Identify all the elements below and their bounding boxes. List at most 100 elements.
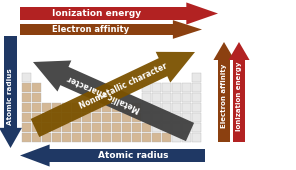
Text: Nonmetallic character: Nonmetallic character (78, 62, 168, 111)
Bar (152, 83, 161, 92)
Bar (92, 113, 101, 122)
Bar (52, 123, 61, 132)
Bar (72, 103, 81, 112)
Bar (122, 103, 131, 112)
Polygon shape (213, 42, 234, 142)
Polygon shape (0, 36, 22, 148)
Bar (172, 103, 181, 112)
Text: Electron affinity: Electron affinity (52, 25, 129, 34)
Bar (92, 133, 101, 142)
Bar (112, 123, 121, 132)
Bar (152, 93, 161, 102)
Bar (62, 103, 71, 112)
Bar (132, 103, 141, 112)
Bar (22, 73, 31, 82)
Bar (122, 133, 131, 142)
Bar (72, 123, 81, 132)
Polygon shape (20, 2, 218, 24)
Bar (82, 113, 91, 122)
Bar (22, 113, 31, 122)
Bar (142, 123, 151, 132)
Bar (192, 123, 201, 132)
Bar (22, 93, 31, 102)
Bar (162, 103, 171, 112)
Bar (62, 113, 71, 122)
Bar (152, 133, 161, 142)
Text: Metallic character: Metallic character (66, 73, 141, 114)
Bar (172, 113, 181, 122)
Bar (152, 123, 161, 132)
Bar (172, 83, 181, 92)
Bar (32, 103, 41, 112)
Bar (162, 123, 171, 132)
Bar (42, 113, 51, 122)
Text: Ionization energy: Ionization energy (236, 61, 242, 131)
Bar (182, 93, 191, 102)
Bar (132, 123, 141, 132)
Bar (42, 103, 51, 112)
Polygon shape (20, 20, 202, 39)
Bar (82, 123, 91, 132)
Bar (102, 113, 111, 122)
Bar (82, 133, 91, 142)
Bar (142, 103, 151, 112)
Bar (102, 103, 111, 112)
Bar (162, 133, 171, 142)
Bar (172, 93, 181, 102)
Bar (122, 113, 131, 122)
Bar (192, 103, 201, 112)
Bar (72, 133, 81, 142)
Bar (52, 113, 61, 122)
Bar (132, 113, 141, 122)
Bar (142, 83, 151, 92)
Polygon shape (20, 144, 205, 167)
Bar (32, 133, 41, 142)
Polygon shape (229, 42, 250, 142)
Bar (32, 93, 41, 102)
Bar (32, 83, 41, 92)
Bar (112, 133, 121, 142)
Bar (182, 83, 191, 92)
Bar (192, 133, 201, 142)
Bar (52, 133, 61, 142)
Bar (192, 83, 201, 92)
Bar (32, 123, 41, 132)
Bar (172, 133, 181, 142)
Bar (42, 133, 51, 142)
Bar (22, 133, 31, 142)
Bar (162, 83, 171, 92)
Bar (32, 113, 41, 122)
Bar (162, 93, 171, 102)
Text: Electron affinity: Electron affinity (221, 64, 227, 128)
Bar (182, 133, 191, 142)
Polygon shape (31, 52, 195, 137)
Bar (152, 113, 161, 122)
Bar (132, 133, 141, 142)
Bar (142, 133, 151, 142)
Bar (142, 93, 151, 102)
Bar (152, 103, 161, 112)
Bar (192, 93, 201, 102)
Bar (22, 103, 31, 112)
Text: Atomic radius: Atomic radius (98, 151, 169, 160)
Bar (92, 123, 101, 132)
Bar (102, 123, 111, 132)
Bar (72, 113, 81, 122)
Bar (192, 113, 201, 122)
Bar (162, 113, 171, 122)
Text: Ionization energy: Ionization energy (52, 9, 141, 18)
Bar (112, 103, 121, 112)
Bar (192, 73, 201, 82)
Bar (42, 123, 51, 132)
Text: Atomic radius: Atomic radius (7, 68, 14, 125)
Bar (182, 103, 191, 112)
Bar (62, 123, 71, 132)
Bar (22, 123, 31, 132)
Bar (82, 103, 91, 112)
Bar (102, 133, 111, 142)
Polygon shape (33, 61, 194, 141)
Bar (92, 103, 101, 112)
Bar (22, 83, 31, 92)
Bar (182, 113, 191, 122)
Bar (52, 103, 61, 112)
